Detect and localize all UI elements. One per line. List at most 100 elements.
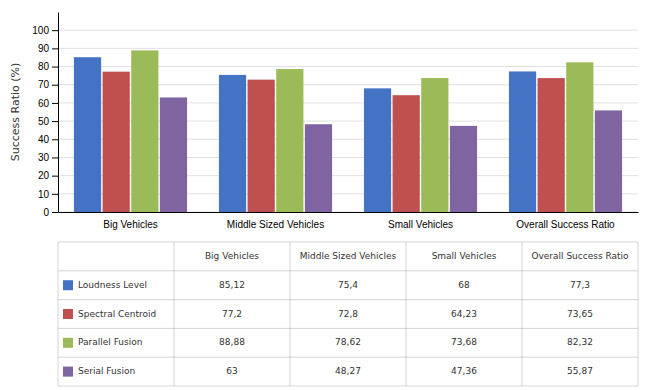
tick: Big Vehicles [103, 219, 157, 230]
legend-swatch [63, 338, 73, 348]
bar [103, 72, 130, 212]
tick-mark [52, 194, 58, 195]
bar [595, 110, 622, 212]
tick-label: Overall Success Ratio [516, 219, 615, 230]
plot: 0 10 20 30 40 50 60 70 80 90 100 Big Vehicles Middle… [32, 13, 638, 231]
tick: Middle Sized Vehicles [227, 219, 324, 230]
tick: Small Vehicles [388, 219, 453, 230]
table-value: 68 [458, 280, 470, 290]
table-line [58, 270, 638, 271]
tick: 40 [38, 134, 58, 145]
table-row-label: Parallel Fusion [78, 337, 142, 347]
tick-label: Big Vehicles [103, 219, 157, 230]
grid [58, 30, 638, 212]
tick-label: 50 [38, 116, 50, 127]
bar [421, 78, 448, 212]
table-header: Big Vehicles [205, 251, 259, 261]
tick-label: 100 [32, 25, 49, 36]
grid-line [58, 48, 638, 49]
table-row-label: Loudness Level [78, 280, 147, 290]
table-line [58, 242, 638, 243]
tick-label: 70 [38, 79, 50, 90]
bars [74, 50, 622, 212]
tick-label: 40 [38, 134, 50, 145]
tick: 80 [38, 61, 58, 72]
tick: 60 [38, 98, 58, 109]
axis-line [58, 13, 59, 213]
tick: 20 [38, 170, 58, 181]
tick-mark [52, 30, 58, 31]
tick-mark [52, 121, 58, 122]
tick: 10 [38, 189, 58, 200]
table-value: 88,88 [219, 337, 245, 347]
bar [305, 124, 332, 212]
table-header: Small Vehicles [432, 251, 497, 261]
table-line [522, 242, 523, 386]
chart: 0 10 20 30 40 50 60 70 80 90 100 Big Vehicles Middle… [0, 0, 650, 390]
bar [74, 57, 101, 212]
table-line [58, 386, 638, 387]
table-value: 75,4 [338, 280, 358, 290]
tick-mark [52, 48, 58, 49]
tick-mark [52, 212, 58, 213]
table-value: 77,2 [222, 309, 242, 319]
table-value: 63 [226, 366, 237, 376]
bar [160, 97, 187, 212]
table-value: 77,3 [570, 280, 590, 290]
tick-label: Small Vehicles [388, 219, 453, 230]
table-value: 55,87 [567, 366, 593, 376]
tick: Overall Success Ratio [516, 219, 615, 230]
table-value: 73,65 [567, 309, 593, 319]
bar [509, 71, 536, 212]
tick-label: 30 [38, 152, 50, 163]
tick-label: 60 [38, 98, 50, 109]
tick-mark [52, 139, 58, 140]
y-axis-title: Success Ratio (%) [9, 63, 22, 162]
table-value: 47,36 [451, 366, 477, 376]
axis-line [59, 212, 639, 213]
tick-mark [52, 176, 58, 177]
grid-line [58, 30, 638, 31]
tick-label: 10 [38, 189, 50, 200]
bar [538, 78, 565, 212]
legend-swatch [63, 280, 73, 290]
table-line [58, 299, 638, 300]
table-value: 73,68 [451, 337, 477, 347]
table-line [290, 242, 291, 386]
table-line [58, 242, 59, 386]
tick-label: 80 [38, 61, 50, 72]
tick: 50 [38, 116, 58, 127]
tick-label: 90 [38, 43, 50, 54]
table-value: 64,23 [451, 309, 477, 319]
table-row-label: Spectral Centroid [78, 309, 156, 319]
table-value: 78,62 [335, 337, 361, 347]
table-line [174, 242, 175, 386]
bar [248, 80, 275, 212]
tick-mark [52, 67, 58, 68]
tick: 90 [38, 43, 58, 54]
bar [450, 126, 477, 212]
table-value: 72,8 [338, 309, 358, 319]
legend-swatch [63, 367, 73, 377]
bar [393, 95, 420, 212]
bar [131, 50, 158, 212]
x-axis: Big Vehicles Middle Sized Vehicles Small V… [59, 213, 639, 231]
tick: 100 [32, 25, 58, 36]
bar [219, 75, 246, 212]
tick-label: Middle Sized Vehicles [227, 219, 324, 230]
tick-mark [52, 85, 58, 86]
table-value: 85,12 [219, 280, 245, 290]
table-line [58, 357, 638, 358]
tick-mark [52, 157, 58, 158]
data-table: Big Vehicles Middle Sized Vehicles Small V… [58, 242, 638, 386]
tick-label: 0 [43, 207, 49, 218]
table-header: Overall Success Ratio [531, 251, 629, 261]
table-line [638, 242, 639, 386]
tick-label: 20 [38, 170, 50, 181]
table-line [406, 242, 407, 386]
table-header: Middle Sized Vehicles [300, 251, 397, 261]
tick: 70 [38, 79, 58, 90]
bar [566, 62, 593, 212]
bar [364, 88, 391, 212]
table-value: 82,32 [567, 337, 593, 347]
